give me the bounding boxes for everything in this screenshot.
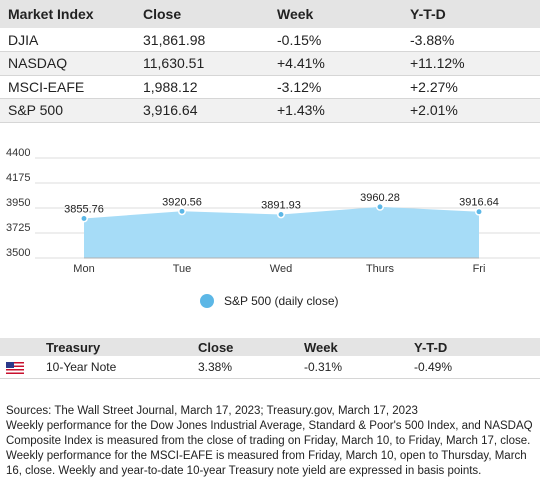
legend-label: S&P 500 (daily close): [224, 294, 339, 308]
y-tick-label: 3950: [6, 197, 30, 209]
y-tick-label: 4175: [6, 172, 30, 184]
table-header-row: Market Index Close Week Y-T-D: [0, 0, 540, 28]
index-name: NASDAQ: [0, 51, 135, 76]
data-point: [80, 214, 88, 223]
index-ytd: +2.01%: [402, 98, 540, 123]
chart-marks: 3855.76 Mon 3920.56 Tue 3891.93 Wed 3960.28 Thu…: [64, 192, 499, 275]
index-name: DJIA: [0, 28, 135, 52]
header-week: Week: [298, 338, 408, 356]
data-label: 3920.56: [162, 196, 202, 208]
data-point: [178, 207, 186, 216]
flag-canton: [6, 361, 14, 369]
treasury-name: 10-Year Note: [40, 356, 192, 379]
header-ytd: Y-T-D: [402, 0, 540, 28]
us-flag-icon: [6, 361, 24, 374]
index-close: 3,916.64: [135, 98, 269, 123]
header-close: Close: [192, 338, 298, 356]
x-tick-label: Fri: [473, 263, 486, 275]
table-row: NASDAQ 11,630.51 +4.41% +11.12%: [0, 51, 540, 76]
chart-area-layer: [84, 206, 479, 259]
data-label: 3960.28: [360, 192, 400, 204]
table-row: MSCI-EAFE 1,988.12 -3.12% +2.27%: [0, 75, 540, 99]
index-week: +4.41%: [269, 51, 402, 76]
table-row: S&P 500 3,916.64 +1.43% +2.01%: [0, 98, 540, 123]
x-tick-label: Tue: [173, 263, 192, 275]
footnotes: Sources: The Wall Street Journal, March …: [6, 404, 538, 479]
index-week: -3.12%: [269, 75, 402, 99]
methodology-note: Weekly performance for the Dow Jones Ind…: [6, 420, 533, 477]
index-name: MSCI-EAFE: [0, 75, 135, 99]
series-area: [84, 206, 479, 258]
table-row: 10-Year Note 3.38% -0.31% -0.49%: [0, 356, 540, 379]
treasury-ytd: -0.49%: [408, 356, 540, 379]
x-tick-label: Mon: [73, 263, 94, 275]
index-week: +1.43%: [269, 98, 402, 123]
header-close: Close: [135, 0, 269, 28]
table-header-row: Treasury Close Week Y-T-D: [0, 338, 540, 356]
flag-cell: [0, 356, 40, 379]
sources-note: Sources: The Wall Street Journal, March …: [6, 405, 418, 417]
header-treasury: Treasury: [40, 338, 192, 356]
index-ytd: +2.27%: [402, 75, 540, 99]
data-label: 3855.76: [64, 203, 104, 215]
x-tick-label: Thurs: [366, 263, 395, 275]
header-ytd: Y-T-D: [408, 338, 540, 356]
sp500-area-chart: 4400 4175 3950 3725 3500 3855.76 Mon 3920.56 Tu…: [6, 147, 540, 275]
index-ytd: -3.88%: [402, 28, 540, 52]
data-point: [277, 210, 285, 219]
index-name: S&P 500: [0, 98, 135, 123]
table-row: DJIA 31,861.98 -0.15% -3.88%: [0, 28, 540, 52]
header-week: Week: [269, 0, 402, 28]
index-close: 31,861.98: [135, 28, 269, 52]
treasury-week: -0.31%: [298, 356, 408, 379]
header-market-index: Market Index: [0, 0, 135, 28]
legend-swatch-icon: [200, 294, 214, 308]
index-close: 1,988.12: [135, 75, 269, 99]
data-point: [475, 207, 483, 216]
data-label: 3891.93: [261, 199, 301, 211]
x-tick-label: Wed: [270, 263, 292, 275]
data-point: [376, 202, 384, 211]
header-flag: [0, 338, 40, 356]
treasury-close: 3.38%: [192, 356, 298, 379]
data-label: 3916.64: [459, 197, 499, 209]
index-close: 11,630.51: [135, 51, 269, 76]
y-tick-label: 3725: [6, 222, 30, 234]
y-tick-label: 4400: [6, 147, 30, 159]
index-ytd: +11.12%: [402, 51, 540, 76]
market-index-table: Market Index Close Week Y-T-D DJIA 31,86…: [0, 0, 540, 123]
y-tick-label: 3500: [6, 247, 30, 259]
treasury-table: Treasury Close Week Y-T-D 10-Year Note 3…: [0, 338, 540, 379]
chart-legend: S&P 500 (daily close): [200, 292, 339, 310]
index-week: -0.15%: [269, 28, 402, 52]
